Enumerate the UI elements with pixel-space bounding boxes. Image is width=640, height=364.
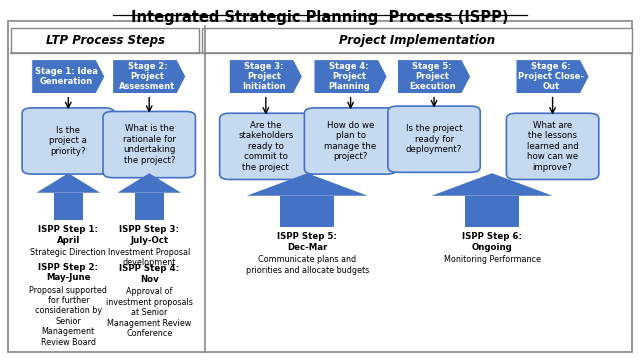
Text: Stage 2:
Project
Assessment: Stage 2: Project Assessment xyxy=(119,62,175,91)
Text: What is the
rationale for
undertaking
the project?: What is the rationale for undertaking th… xyxy=(123,124,175,165)
FancyBboxPatch shape xyxy=(305,108,397,174)
Text: Stage 3:
Project
Initiation: Stage 3: Project Initiation xyxy=(243,62,286,91)
Text: How do we
plan to
manage the
project?: How do we plan to manage the project? xyxy=(324,121,377,161)
Text: Strategic Direction: Strategic Direction xyxy=(31,248,106,257)
Text: Stage 1: Idea
Generation: Stage 1: Idea Generation xyxy=(35,67,98,86)
Polygon shape xyxy=(113,60,186,94)
FancyBboxPatch shape xyxy=(8,21,632,352)
FancyBboxPatch shape xyxy=(103,111,195,178)
Text: Are the
stakeholders
ready to
commit to
the project: Are the stakeholders ready to commit to … xyxy=(238,121,294,172)
Text: ISPP Step 5:
Dec-Mar: ISPP Step 5: Dec-Mar xyxy=(277,232,337,252)
Text: ISPP Step 6:
Ongoing: ISPP Step 6: Ongoing xyxy=(462,232,522,252)
Polygon shape xyxy=(246,173,368,196)
Text: Proposal supported
for further
consideration by
Senior
Management
Review Board: Proposal supported for further considera… xyxy=(29,286,108,347)
Polygon shape xyxy=(431,173,552,196)
Polygon shape xyxy=(117,173,181,193)
Text: Integrated Strategic Planning  Process (ISPP): Integrated Strategic Planning Process (I… xyxy=(131,10,509,25)
Polygon shape xyxy=(516,60,589,94)
Text: Monitoring Performance: Monitoring Performance xyxy=(444,255,541,264)
FancyBboxPatch shape xyxy=(465,196,519,227)
FancyBboxPatch shape xyxy=(220,113,312,179)
Text: ISPP Step 3:
July-Oct: ISPP Step 3: July-Oct xyxy=(119,225,179,245)
Text: Stage 6:
Project Close-
Out: Stage 6: Project Close- Out xyxy=(518,62,584,91)
Polygon shape xyxy=(36,173,100,193)
Text: LTP Process Steps: LTP Process Steps xyxy=(45,34,164,47)
FancyBboxPatch shape xyxy=(54,193,83,220)
FancyBboxPatch shape xyxy=(135,193,164,220)
Text: Is the
project a
priority?: Is the project a priority? xyxy=(49,126,87,156)
Text: Is the project
ready for
deployment?: Is the project ready for deployment? xyxy=(406,124,462,154)
FancyBboxPatch shape xyxy=(11,28,199,53)
Text: ISPP Step 1:
April: ISPP Step 1: April xyxy=(38,225,99,245)
FancyBboxPatch shape xyxy=(202,28,632,53)
FancyBboxPatch shape xyxy=(506,113,599,179)
FancyBboxPatch shape xyxy=(388,106,480,172)
Text: Investment Proposal
development: Investment Proposal development xyxy=(108,248,190,268)
Polygon shape xyxy=(397,60,470,94)
Text: Approval of
investment proposals
at Senior
Management Review
Conference: Approval of investment proposals at Seni… xyxy=(106,288,193,338)
Text: Project Implementation: Project Implementation xyxy=(339,34,495,47)
Polygon shape xyxy=(229,60,303,94)
FancyBboxPatch shape xyxy=(280,196,335,227)
Polygon shape xyxy=(314,60,387,94)
Polygon shape xyxy=(31,60,105,94)
Text: What are
the lessons
learned and
how can we
improve?: What are the lessons learned and how can… xyxy=(527,121,579,172)
Text: ISPP Step 2:
May-June: ISPP Step 2: May-June xyxy=(38,263,99,282)
Text: Communicate plans and
priorities and allocate budgets: Communicate plans and priorities and all… xyxy=(246,255,369,274)
Text: ISPP Step 4:
Nov: ISPP Step 4: Nov xyxy=(119,265,179,284)
Text: Stage 5:
Project
Execution: Stage 5: Project Execution xyxy=(409,62,456,91)
Text: Stage 4:
Project
Planning: Stage 4: Project Planning xyxy=(328,62,370,91)
FancyBboxPatch shape xyxy=(22,108,115,174)
